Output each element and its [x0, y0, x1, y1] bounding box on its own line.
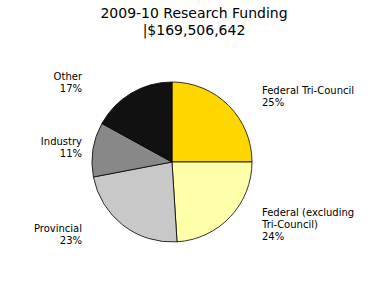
slice-value-label: 17% — [60, 83, 82, 94]
pie-slice — [172, 162, 252, 242]
slice-value-label: 23% — [60, 235, 82, 246]
slice-label: Provincial — [34, 223, 82, 234]
chart-container: 2009-10 Research Funding|$169,506,642 Fed… — [0, 0, 388, 281]
slice-value-label: 11% — [60, 148, 82, 159]
labels: Federal Tri-Council25% Federal (excluding… — [34, 71, 354, 246]
slice-label: Industry — [41, 136, 82, 147]
slice-label: Federal (excludingTri-Council) — [261, 207, 354, 230]
slice-label: Federal Tri-Council — [262, 85, 354, 96]
pie-slice — [172, 82, 252, 162]
slice-label: Other — [54, 71, 83, 82]
slice-value-label: 24% — [262, 231, 284, 242]
pie — [92, 82, 252, 242]
chart-title: 2009-10 Research Funding|$169,506,642 — [100, 5, 287, 39]
slice-value-label: 25% — [262, 97, 284, 108]
pie-slice — [102, 82, 172, 162]
chart-svg: 2009-10 Research Funding|$169,506,642 Fed… — [0, 0, 388, 281]
